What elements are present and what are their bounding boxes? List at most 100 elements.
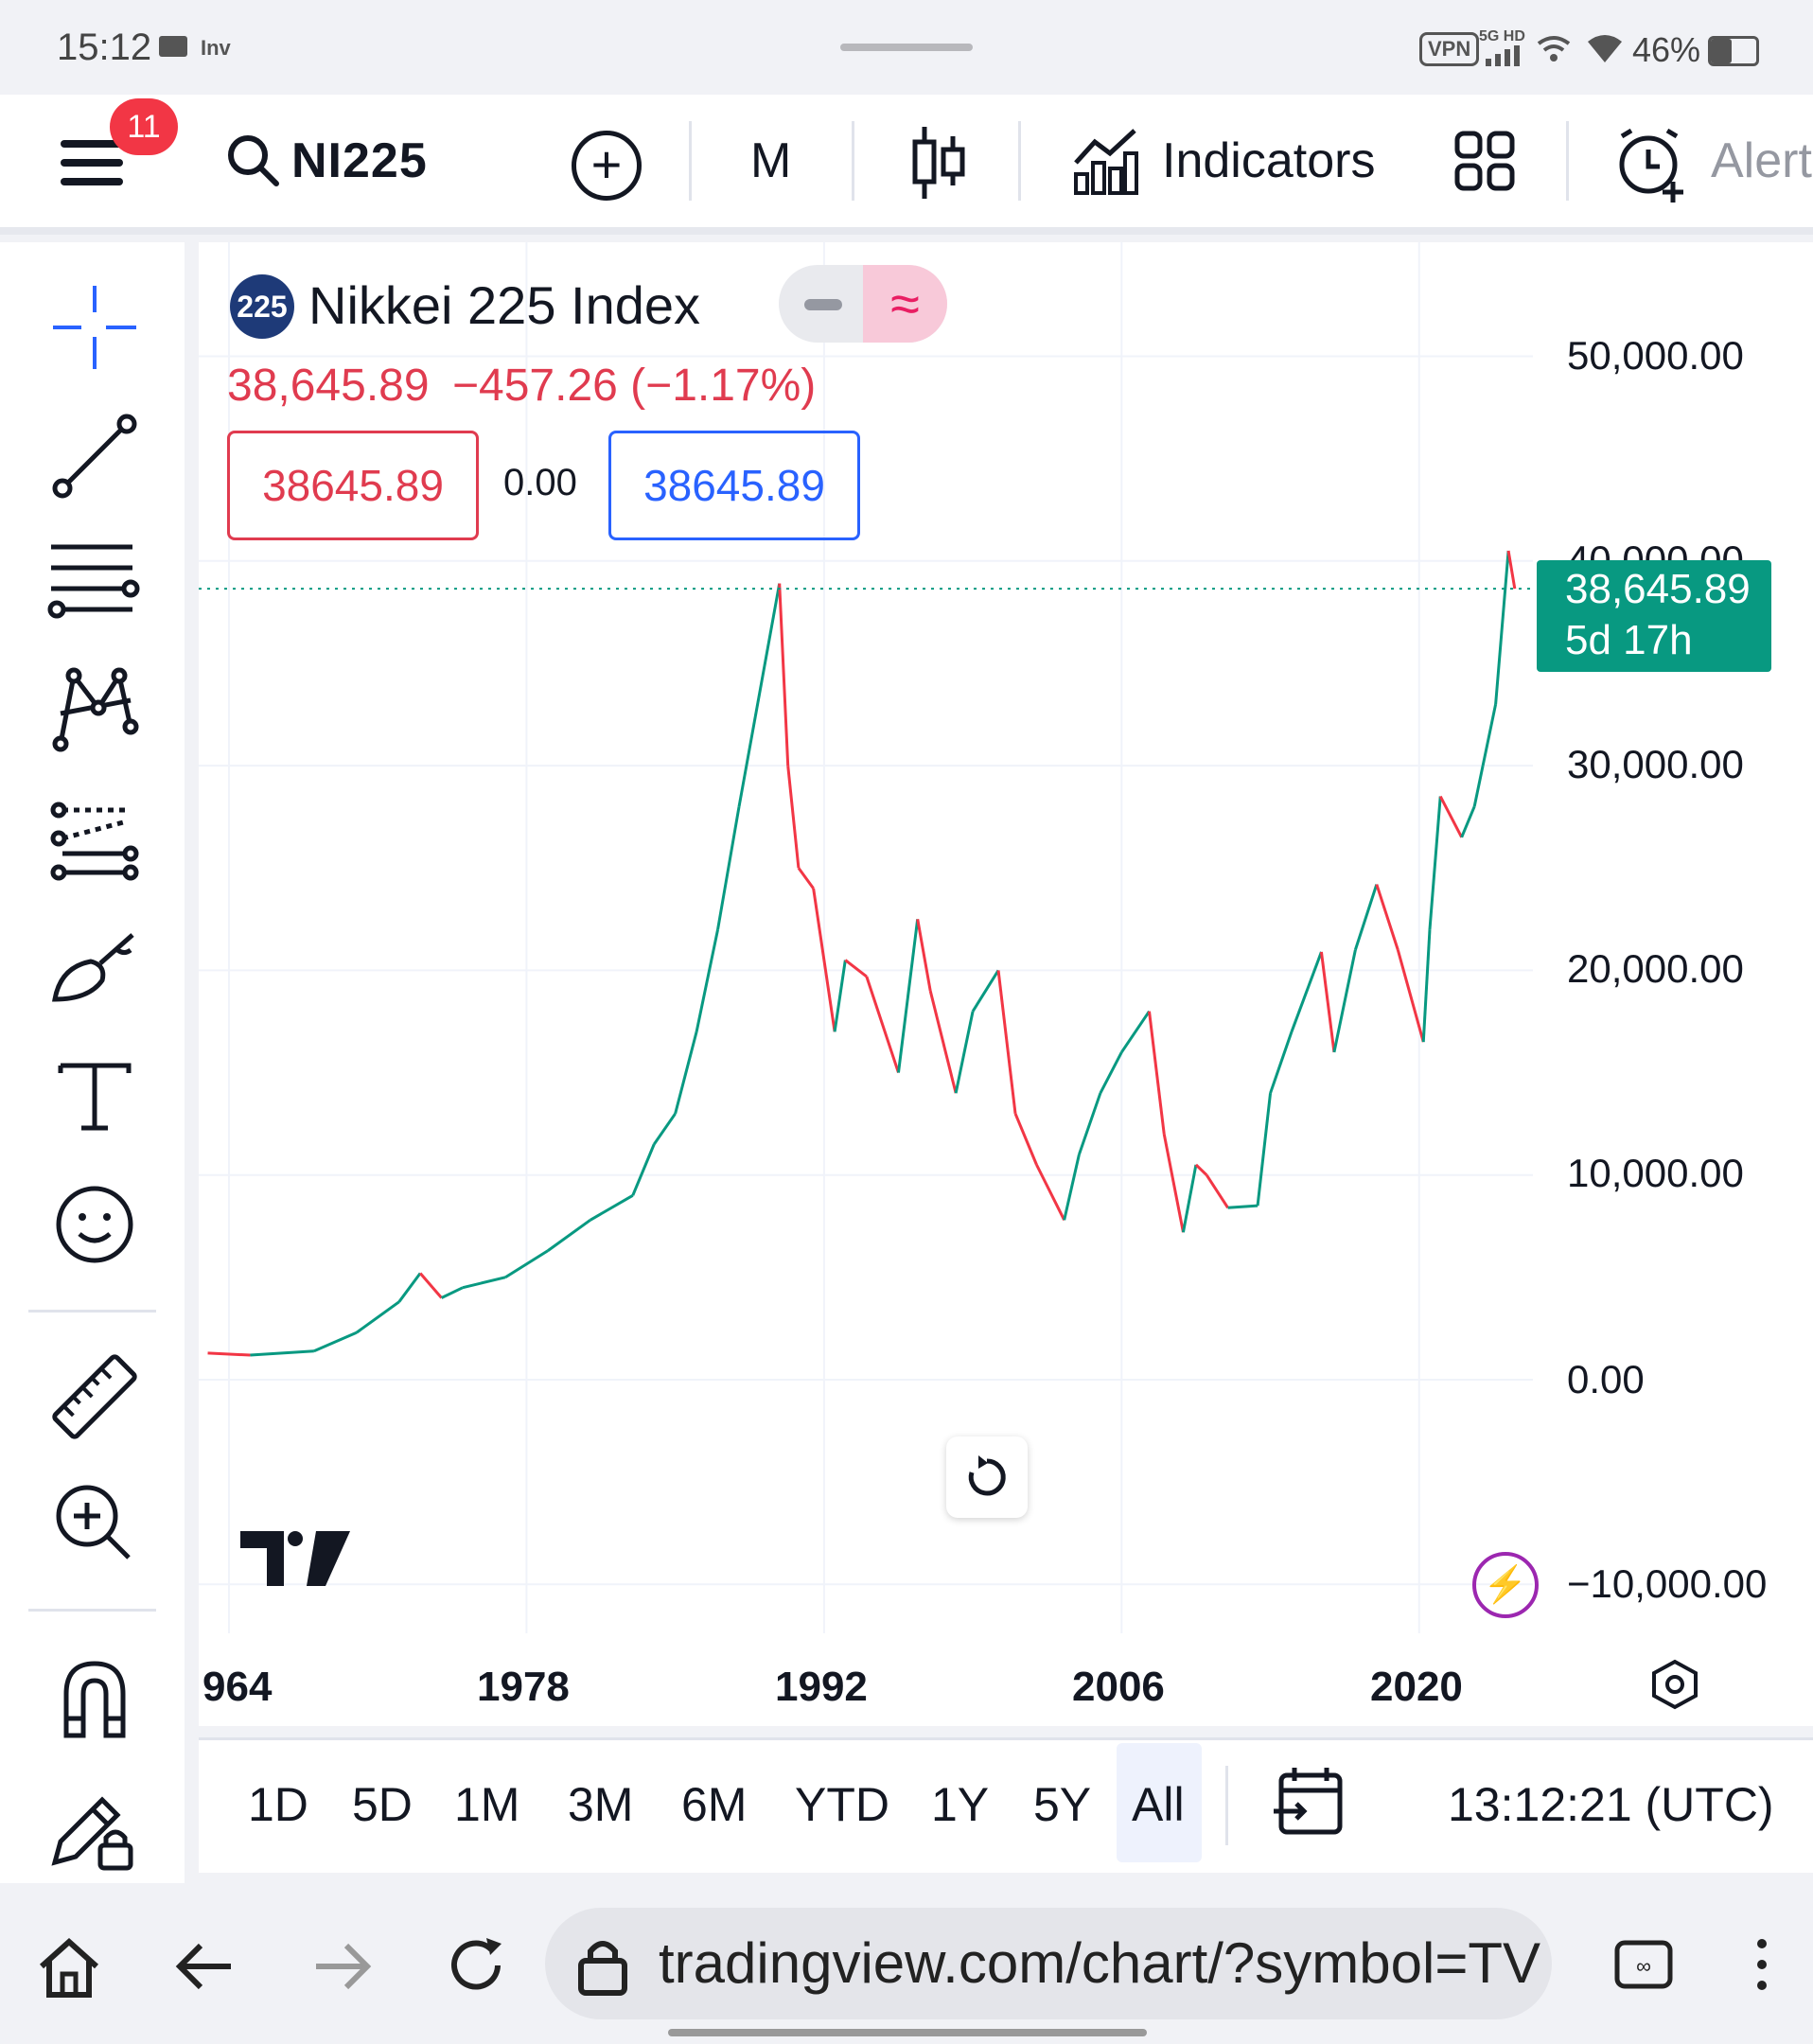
price-segment xyxy=(1063,1154,1081,1221)
price-segment xyxy=(1472,765,1485,807)
range-1m-button[interactable]: 1M xyxy=(454,1778,520,1831)
sell-price-button[interactable]: 38645.89 xyxy=(227,431,479,540)
magnet-icon[interactable] xyxy=(47,1650,142,1745)
alert-button[interactable]: Alert xyxy=(1711,133,1812,188)
home-icon[interactable] xyxy=(36,1934,102,2005)
tabs-icon[interactable]: ∞ xyxy=(1614,1940,1673,1994)
price-segment xyxy=(1506,550,1517,590)
range-6m-button[interactable]: 6M xyxy=(681,1778,748,1831)
tool-divider xyxy=(28,1310,156,1313)
price-segment xyxy=(504,1249,549,1279)
ruler-icon[interactable] xyxy=(47,1349,142,1444)
price-segment xyxy=(674,1031,698,1115)
toolbar-divider xyxy=(1018,121,1021,201)
last-price-value: 38,645.89 xyxy=(1565,566,1751,612)
range-divider xyxy=(1225,1766,1228,1845)
minimize-legend-icon[interactable] xyxy=(804,299,842,310)
notification-badge: 11 xyxy=(110,98,178,155)
price-segment xyxy=(1077,1092,1102,1155)
alert-clock-icon[interactable] xyxy=(1614,127,1690,207)
price-segment xyxy=(1013,1113,1038,1166)
emoji-icon[interactable] xyxy=(47,1177,142,1272)
reload-icon[interactable] xyxy=(445,1934,507,2001)
price-chart[interactable] xyxy=(199,242,1813,1726)
prediction-measure-icon[interactable] xyxy=(47,791,142,886)
indicators-icon[interactable] xyxy=(1072,125,1140,200)
lightning-icon[interactable]: ⚡ xyxy=(1472,1552,1539,1618)
chart-grid xyxy=(199,242,1533,1633)
price-segment xyxy=(1460,805,1476,838)
address-bar[interactable] xyxy=(545,1908,1552,2019)
price-segment xyxy=(695,928,720,1032)
price-segment xyxy=(397,1272,422,1303)
timeframe-button[interactable]: M xyxy=(750,133,792,188)
price-segment xyxy=(1181,1164,1198,1233)
zoom-in-icon[interactable] xyxy=(47,1476,142,1571)
price-segment xyxy=(1353,884,1379,951)
range-1y-button[interactable]: 1Y xyxy=(931,1778,990,1831)
price-segment xyxy=(462,1276,506,1290)
approx-icon[interactable]: ≈ xyxy=(863,265,947,343)
menu-icon-line xyxy=(61,159,123,167)
brush-icon[interactable] xyxy=(47,920,142,1014)
price-segment xyxy=(996,970,1017,1114)
fib-retracement-icon[interactable] xyxy=(47,534,142,628)
lock-drawings-icon[interactable] xyxy=(47,1779,142,1874)
utc-clock[interactable]: 13:12:21 (UTC) xyxy=(1448,1778,1774,1831)
bar-countdown: 5d 17h xyxy=(1565,617,1693,663)
price-axis-label: 0.00 xyxy=(1567,1357,1645,1401)
time-axis-label: 1992 xyxy=(775,1664,868,1710)
chart-type-candles-icon[interactable] xyxy=(910,123,967,207)
symbol-search[interactable]: NI225 xyxy=(291,133,428,188)
range-active-highlight xyxy=(1117,1743,1202,1862)
symbol-title[interactable]: Nikkei 225 Index xyxy=(308,275,701,335)
range-5d-button[interactable]: 5D xyxy=(352,1778,413,1831)
price-segment xyxy=(1438,795,1464,838)
price-axis-label: 20,000.00 xyxy=(1567,946,1744,991)
price-segment xyxy=(355,1300,400,1334)
price-segment xyxy=(928,990,958,1094)
menu-button[interactable] xyxy=(55,132,131,189)
range-all-button[interactable]: All xyxy=(1132,1778,1185,1831)
legend-price: 38,645.89 xyxy=(227,361,430,411)
price-segment xyxy=(737,583,782,807)
price-segment xyxy=(1256,1093,1273,1207)
time-axis-label: 2020 xyxy=(1370,1664,1463,1710)
price-segment xyxy=(1428,796,1442,930)
price-segment xyxy=(1332,949,1357,1053)
range-1d-button[interactable]: 1D xyxy=(248,1778,308,1831)
range-3m-button[interactable]: 3M xyxy=(568,1778,634,1831)
price-segment xyxy=(1421,929,1432,1043)
indicators-button[interactable]: Indicators xyxy=(1162,133,1376,188)
window-handle[interactable] xyxy=(840,44,973,51)
price-segment xyxy=(1269,1031,1294,1094)
go-to-date-icon[interactable] xyxy=(1272,1766,1344,1842)
layout-grid-icon[interactable] xyxy=(1454,131,1515,196)
range-5y-button[interactable]: 5Y xyxy=(1033,1778,1092,1831)
search-icon[interactable] xyxy=(225,132,282,194)
menu-icon-line xyxy=(61,140,123,148)
tradingview-logo xyxy=(240,1531,350,1591)
compare-symbol-button[interactable]: + xyxy=(572,131,642,201)
chart-settings-icon[interactable] xyxy=(1648,1658,1701,1716)
back-arrow-icon[interactable] xyxy=(174,1940,235,1998)
price-segment xyxy=(1194,1163,1208,1176)
wifi-calling-icon xyxy=(1535,32,1573,69)
pattern-icon[interactable] xyxy=(47,662,142,757)
reset-chart-button[interactable] xyxy=(946,1436,1028,1518)
trend-line-icon[interactable] xyxy=(47,409,142,503)
price-segment xyxy=(631,1143,656,1196)
last-price-tag xyxy=(1537,560,1771,672)
crosshair-icon[interactable] xyxy=(47,280,142,375)
price-segment xyxy=(313,1330,358,1353)
price-segment xyxy=(778,583,790,766)
price-segment xyxy=(865,976,900,1074)
gesture-handle xyxy=(668,2029,1147,2036)
more-options-icon[interactable] xyxy=(1752,1936,1771,1998)
range-ytd-button[interactable]: YTD xyxy=(795,1778,889,1831)
text-tool-icon[interactable] xyxy=(47,1048,142,1143)
spread-value: 0.00 xyxy=(503,462,577,503)
url-text[interactable]: tradingview.com/chart/?symbol=TV xyxy=(659,1931,1541,1995)
forward-arrow-icon[interactable] xyxy=(312,1940,373,1998)
buy-price-button[interactable]: 38645.89 xyxy=(608,431,860,540)
